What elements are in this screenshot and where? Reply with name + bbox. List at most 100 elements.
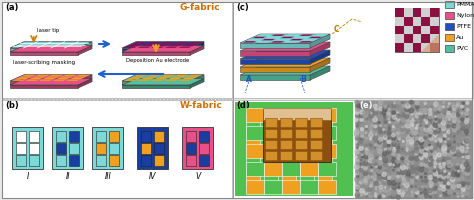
Polygon shape	[158, 43, 172, 45]
Bar	[404, 8, 412, 17]
Circle shape	[375, 156, 377, 158]
Circle shape	[463, 141, 465, 144]
Bar	[142, 131, 152, 142]
Polygon shape	[242, 41, 257, 43]
Circle shape	[383, 129, 384, 130]
Bar	[282, 108, 300, 122]
Circle shape	[447, 114, 451, 118]
Polygon shape	[151, 47, 164, 48]
Text: C: C	[334, 25, 340, 34]
Polygon shape	[240, 34, 330, 43]
Text: A: A	[246, 75, 252, 84]
Bar	[97, 143, 107, 154]
Circle shape	[373, 136, 377, 141]
Circle shape	[383, 107, 387, 111]
Circle shape	[430, 151, 432, 152]
Circle shape	[402, 137, 405, 139]
Circle shape	[441, 108, 446, 112]
Circle shape	[457, 140, 459, 142]
Circle shape	[453, 111, 456, 113]
Circle shape	[442, 106, 445, 108]
Circle shape	[373, 175, 377, 180]
Bar	[182, 127, 213, 169]
Circle shape	[438, 131, 440, 133]
Circle shape	[379, 107, 382, 110]
Circle shape	[368, 121, 373, 125]
Circle shape	[388, 134, 392, 138]
Text: IV: IV	[149, 172, 157, 181]
Polygon shape	[10, 48, 78, 52]
Circle shape	[392, 130, 394, 132]
Circle shape	[410, 115, 413, 118]
Circle shape	[370, 150, 374, 153]
Circle shape	[388, 106, 389, 107]
Circle shape	[452, 117, 457, 121]
Circle shape	[458, 181, 460, 184]
Polygon shape	[134, 42, 148, 43]
Bar	[246, 180, 264, 194]
Circle shape	[452, 105, 456, 110]
Polygon shape	[10, 46, 92, 52]
Bar	[264, 131, 278, 149]
Circle shape	[449, 173, 450, 174]
Bar	[421, 8, 430, 17]
Bar	[282, 126, 300, 140]
Circle shape	[382, 181, 385, 184]
Circle shape	[466, 134, 467, 135]
Bar	[246, 131, 260, 149]
Circle shape	[465, 112, 468, 115]
Circle shape	[456, 178, 460, 182]
Text: laser-scribing masking: laser-scribing masking	[13, 60, 75, 65]
Polygon shape	[22, 75, 36, 76]
Circle shape	[377, 171, 382, 175]
Bar	[395, 26, 404, 34]
Bar	[200, 155, 210, 166]
Circle shape	[415, 113, 420, 118]
Bar	[56, 155, 66, 166]
Bar	[445, 23, 454, 30]
Circle shape	[430, 125, 432, 128]
Polygon shape	[313, 34, 328, 36]
Bar	[318, 108, 336, 122]
Polygon shape	[122, 52, 190, 55]
Circle shape	[435, 151, 436, 152]
Circle shape	[435, 186, 437, 188]
Circle shape	[466, 102, 469, 104]
Circle shape	[355, 177, 359, 181]
Circle shape	[465, 165, 471, 170]
Circle shape	[383, 111, 387, 115]
Circle shape	[387, 112, 390, 115]
Polygon shape	[122, 48, 190, 52]
Circle shape	[467, 128, 469, 130]
Text: (a): (a)	[5, 3, 18, 12]
Circle shape	[401, 175, 404, 178]
Circle shape	[388, 176, 391, 179]
Bar	[430, 26, 439, 34]
Circle shape	[443, 162, 446, 165]
Text: (b): (b)	[5, 101, 19, 110]
Circle shape	[420, 101, 425, 106]
Bar	[300, 162, 318, 176]
Bar	[404, 43, 412, 52]
Circle shape	[374, 120, 378, 124]
Circle shape	[457, 192, 458, 194]
Polygon shape	[29, 78, 43, 79]
Circle shape	[384, 135, 386, 137]
Circle shape	[428, 112, 432, 115]
Polygon shape	[60, 76, 73, 78]
Circle shape	[360, 128, 364, 131]
Circle shape	[443, 110, 447, 114]
Circle shape	[402, 104, 405, 108]
Bar	[246, 113, 260, 131]
Polygon shape	[15, 78, 29, 79]
Circle shape	[387, 140, 391, 143]
Circle shape	[391, 175, 395, 179]
Polygon shape	[294, 36, 309, 38]
Circle shape	[415, 151, 417, 153]
Circle shape	[374, 129, 377, 133]
Bar	[29, 143, 39, 154]
Circle shape	[466, 116, 468, 117]
Text: Deposition Au electrode: Deposition Au electrode	[127, 58, 190, 63]
Circle shape	[420, 116, 424, 121]
Circle shape	[425, 150, 426, 152]
